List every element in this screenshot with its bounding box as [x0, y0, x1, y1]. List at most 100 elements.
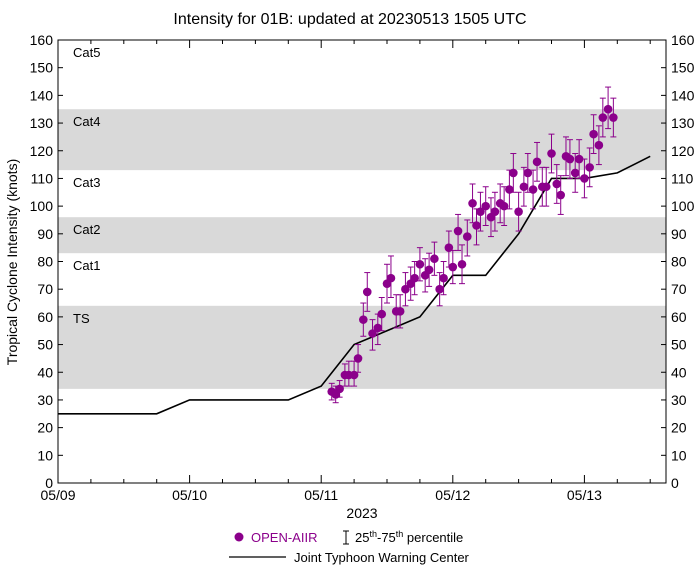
- y-tick-label-left: 0: [45, 475, 53, 491]
- y-tick-label-left: 50: [37, 337, 53, 353]
- category-label-cat4: Cat4: [73, 114, 100, 129]
- open-aiir-points: [327, 104, 618, 399]
- y-tick-label-left: 40: [37, 364, 53, 380]
- open-aiir-point: [532, 157, 542, 167]
- legend-percentile-marker: [343, 530, 349, 545]
- category-label-cat1: Cat1: [73, 258, 100, 273]
- open-aiir-point: [359, 315, 368, 324]
- y-tick-label-left: 30: [37, 392, 53, 408]
- category-bands: [58, 109, 666, 389]
- open-aiir-point: [373, 323, 383, 333]
- category-label-cat2: Cat2: [73, 222, 100, 237]
- y-tick-label-right: 160: [671, 32, 695, 48]
- open-aiir-point: [594, 140, 604, 150]
- open-aiir-point: [481, 201, 491, 211]
- open-aiir-point: [598, 113, 608, 122]
- open-aiir-point: [395, 307, 405, 316]
- x-axis-label: 2023: [346, 505, 377, 521]
- open-aiir-point: [505, 185, 514, 194]
- y-tick-label-right: 50: [671, 337, 687, 353]
- y-tick-label-left: 80: [37, 254, 53, 270]
- y-tick-label-left: 120: [30, 143, 54, 159]
- y-tick-label-right: 130: [671, 115, 695, 131]
- y-tick-label-right: 110: [671, 170, 694, 186]
- open-aiir-point: [565, 154, 575, 164]
- plot-frame: [57, 39, 667, 484]
- open-aiir-point: [519, 182, 529, 192]
- category-label-cat3: Cat3: [73, 175, 100, 190]
- open-aiir-point: [580, 174, 589, 183]
- open-aiir-point: [401, 284, 410, 294]
- open-aiir-point: [410, 273, 419, 283]
- y-tick-label-left: 160: [30, 32, 54, 48]
- legend-percentile-label: 25th-75th percentile: [355, 529, 463, 545]
- open-aiir-point: [444, 243, 454, 252]
- y-tick-label-left: 150: [30, 60, 54, 76]
- y-tick-label-right: 80: [671, 254, 687, 270]
- x-tick-label: 05/10: [172, 487, 207, 503]
- open-aiir-point: [514, 207, 523, 216]
- open-aiir-point: [523, 168, 533, 178]
- jtwc-line: [58, 155, 651, 415]
- open-aiir-point: [589, 129, 598, 139]
- open-aiir-point: [448, 262, 458, 272]
- open-aiir-point: [353, 354, 363, 363]
- x-tick-label: 05/11: [304, 487, 338, 503]
- open-aiir-point: [547, 149, 556, 158]
- y-tick-label-right: 30: [671, 392, 687, 408]
- band-cat2: [58, 217, 666, 254]
- y-tick-label-left: 110: [31, 170, 54, 186]
- open-aiir-point: [457, 259, 467, 269]
- y-tick-label-right: 20: [671, 420, 687, 436]
- y-tick-label-right: 60: [671, 309, 687, 325]
- open-aiir-point: [435, 284, 444, 294]
- y-tick-label-right: 70: [671, 281, 687, 297]
- y-tick-label-left: 90: [37, 226, 53, 242]
- x-tick-label: 05/13: [567, 487, 602, 503]
- open-aiir-point: [462, 232, 472, 241]
- chart-title: Intensity for 01B: updated at 20230513 1…: [173, 11, 526, 28]
- y-tick-label-right: 40: [671, 364, 687, 380]
- open-aiir-point: [424, 265, 434, 275]
- y-tick-label-left: 20: [37, 420, 53, 436]
- open-aiir-point: [490, 207, 500, 216]
- y-axis-label: Tropical Cyclone Intensity (knots): [4, 159, 20, 365]
- y-tick-label-left: 10: [37, 447, 53, 463]
- open-aiir-point: [609, 113, 618, 122]
- open-aiir-point: [528, 185, 538, 194]
- x-tick-labels: 05/09 05/10 05/11 05/12 05/13: [40, 487, 602, 503]
- y-tick-labels: 0 0 10 10 20 20 30 30 40 40 50 50 60 60 70 70 80 80 90 90 10…: [30, 32, 695, 491]
- axis-ticks: [57, 39, 666, 484]
- open-aiir-point: [468, 199, 477, 208]
- x-tick-label: 05/12: [435, 487, 470, 503]
- open-aiir-point: [509, 168, 518, 178]
- open-aiir-point: [368, 329, 377, 338]
- y-tick-label-left: 140: [30, 87, 54, 103]
- y-tick-label-left: 60: [37, 309, 53, 325]
- category-label-ts: TS: [73, 311, 90, 326]
- y-tick-label-left: 100: [30, 198, 54, 214]
- open-aiir-point: [377, 309, 387, 319]
- y-tick-label-right: 90: [671, 226, 687, 242]
- y-tick-label-right: 10: [671, 447, 687, 463]
- open-aiir-point: [570, 168, 580, 178]
- legend-point-marker: [234, 532, 244, 542]
- open-aiir-point: [386, 273, 396, 283]
- open-aiir-point: [585, 163, 594, 172]
- open-aiir-point: [541, 182, 551, 192]
- legend: OPEN-AIIR 25th-75th percentile Joint Typ…: [229, 529, 470, 565]
- open-aiir-point: [603, 104, 613, 114]
- x-tick-label: 05/09: [40, 487, 75, 503]
- open-aiir-point: [453, 226, 463, 236]
- open-aiir-point: [349, 370, 359, 380]
- open-aiir-point: [499, 201, 509, 211]
- open-aiir-point: [362, 287, 372, 297]
- legend-jtwc-label: Joint Typhoon Warning Center: [294, 550, 470, 565]
- y-tick-label-right: 120: [671, 143, 695, 159]
- open-aiir-point: [552, 179, 562, 189]
- y-tick-label-right: 0: [671, 475, 679, 491]
- y-tick-label-right: 100: [671, 198, 695, 214]
- y-tick-label-left: 130: [30, 115, 54, 131]
- open-aiir-point: [476, 207, 485, 216]
